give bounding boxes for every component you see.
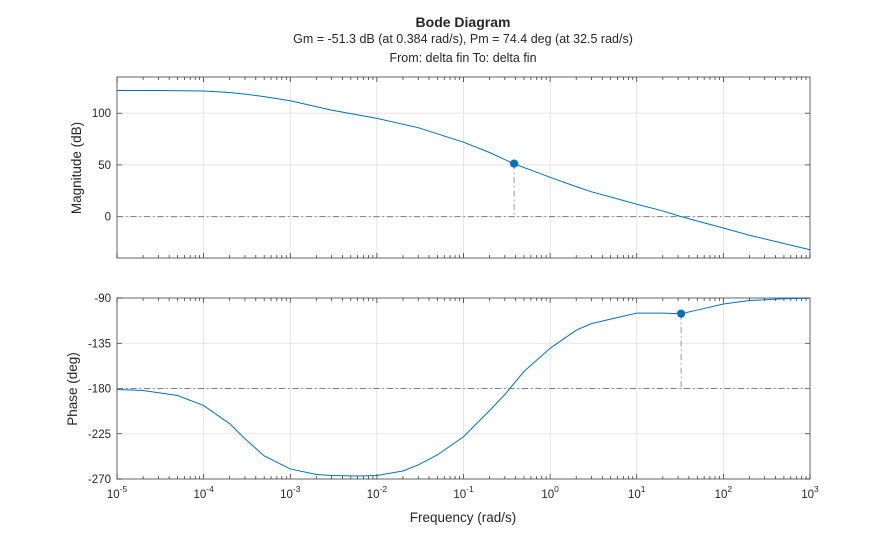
phase-y-tick-label: -135: [88, 338, 111, 350]
magnitude-curve: [117, 89, 811, 251]
phase-axis-label: Phase (deg): [65, 352, 80, 426]
frequency-tick-label: 100: [541, 484, 559, 501]
phase-y-tick-label: -180: [88, 384, 111, 396]
frequency-tick-label: 10-2: [367, 484, 388, 501]
frequency-tick-label: 10-5: [107, 484, 128, 501]
chart-title: Bode Diagram: [416, 14, 511, 30]
phase-y-tick-label: -90: [94, 293, 111, 305]
frequency-tick-label: 10-4: [193, 484, 214, 501]
frequency-tick-label: 102: [715, 484, 733, 501]
frequency-tick-label: 101: [628, 484, 646, 501]
magnitude-margin-marker: [510, 159, 519, 168]
frequency-tick-label: 10-3: [280, 484, 301, 501]
phase-y-tick-label: -270: [88, 474, 111, 486]
phase-margin-marker: [676, 309, 686, 318]
magnitude-y-tick-label: 0: [105, 212, 111, 224]
io-channel-label: From: delta fin To: delta fin: [389, 51, 536, 65]
frequency-axis-label: Frequency (rad/s): [410, 510, 517, 525]
magnitude-axes[interactable]: 0 50 100: [92, 76, 811, 259]
phase-y-tick-label: -225: [88, 429, 111, 441]
phase-axes[interactable]: -270 -225 -180 -135 -90 10-5 10-4 10-3 10-2 10-1 1…: [88, 293, 819, 501]
chart-subtitle: Gm = -51.3 dB (at 0.384 rad/s), Pm = 74.…: [293, 32, 633, 46]
frequency-tick-label: 103: [801, 484, 819, 501]
magnitude-axis-label: Magnitude (dB): [69, 122, 84, 214]
frequency-tick-label: 10-1: [453, 484, 474, 501]
magnitude-y-tick-label: 100: [92, 108, 111, 120]
magnitude-y-tick-label: 50: [98, 160, 111, 172]
